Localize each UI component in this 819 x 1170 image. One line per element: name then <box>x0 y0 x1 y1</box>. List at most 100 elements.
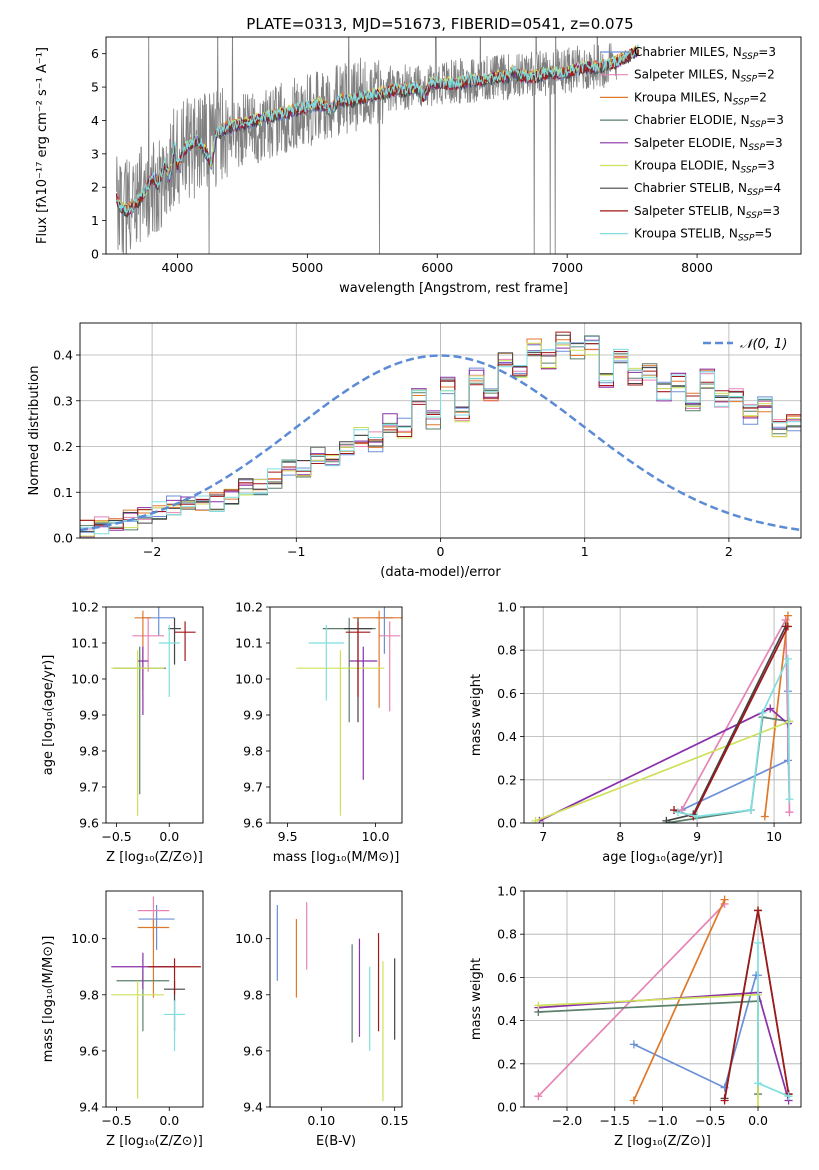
ytick-label: 0.0 <box>497 1100 517 1115</box>
xtick-label: 9 <box>693 829 701 844</box>
weight-marker <box>758 708 767 717</box>
weight-line-c_miles <box>633 974 758 1089</box>
errorbar-s_stelib <box>345 621 371 697</box>
model-k_stelib <box>115 44 640 215</box>
weight-marker <box>629 1040 638 1049</box>
y-axis-label: Normed distribution <box>27 366 42 496</box>
errorbar-k_stelib <box>308 625 344 701</box>
y-axis-label: age [log₁₀(age/yr)] <box>41 655 56 776</box>
ytick-label: 9.7 <box>243 780 263 795</box>
weight-marker <box>785 795 794 804</box>
xtick-label: 0.0 <box>159 829 179 844</box>
grid <box>80 323 801 539</box>
y-axis-label: mass [log₁₀(M/M⊙)] <box>41 936 56 1063</box>
ticks: −2 −1 0 1 2 0.0 0.1 0.2 0.3 0.4 <box>53 348 733 559</box>
ytick-label: 10.0 <box>71 672 99 687</box>
ytick-label: 1.0 <box>497 600 517 615</box>
legend-entry: Salpeter STELIB, NSSP=3 <box>634 204 780 221</box>
axes-frame <box>105 606 204 824</box>
ytick-label: 9.8 <box>243 987 263 1002</box>
xtick-label: −1 <box>287 544 305 559</box>
errorbar-s_stelib <box>174 621 196 661</box>
weight-line-k_miles <box>633 899 726 1101</box>
legend-entry: Salpeter ELODIE, NSSP=3 <box>634 136 783 153</box>
ytick-label: 0.2 <box>497 1056 517 1071</box>
weight-marker <box>783 622 792 631</box>
errorbar-s_elodie <box>111 952 175 990</box>
ytick-label: 0.2 <box>53 439 73 454</box>
ytick-label: 9.9 <box>79 708 99 723</box>
ytick-label: 9.8 <box>79 987 99 1002</box>
x-axis-label: Z [log₁₀(Z/Z⊙)] <box>614 1134 711 1149</box>
xtick-label: 4000 <box>162 260 194 275</box>
x-axis-label: Z [log₁₀(Z/Z⊙)] <box>106 1134 203 1149</box>
weight-marker <box>720 1096 729 1105</box>
weight-marker <box>673 808 682 817</box>
ytick-label: 0.1 <box>53 485 73 500</box>
errorbar-k_miles <box>352 610 402 708</box>
x-axis-label: (data-model)/error <box>380 565 501 580</box>
ytick-label: 1.0 <box>497 884 517 899</box>
ytick-label: 10.2 <box>71 600 99 615</box>
panel-mass_vs_ebv: 0.10 0.15 9.4 9.6 9.8 10.0 E(B-V) <box>235 890 409 1149</box>
xtick-label: −0.5 <box>101 829 131 844</box>
xtick-label: −2 <box>143 544 161 559</box>
errorbar-c_elodie <box>322 617 376 723</box>
axes-frame <box>523 890 802 1108</box>
ytick-label: 0.4 <box>53 348 73 363</box>
panel-age_vs_Z: −0.5 0.0 9.6 9.7 9.8 9.9 10.0 10.1 10.2 Z [log₁₀(… <box>41 600 204 865</box>
xtick-label: 8000 <box>681 260 713 275</box>
ticks: −2.0 −1.5 −1.0 −0.5 0.0 0.0 0.2 0.4 0.6 0.8 1.0 <box>497 884 768 1129</box>
weight-marker <box>754 1103 763 1107</box>
ytick-label: 2 <box>91 180 99 195</box>
ytick-label: 0.4 <box>497 1013 517 1028</box>
weight-line-c_elodie <box>538 1000 759 1094</box>
xtick-label: 10.0 <box>362 829 390 844</box>
legend: Chabrier MILES, NSSP=3 Salpeter MILES, NS… <box>600 45 784 244</box>
panel-spectrum: 4000 5000 6000 7000 8000 0 1 2 3 4 5 6 wavelength [A… <box>35 36 802 296</box>
xtick-label: 7 <box>539 829 547 844</box>
axes-frame <box>523 606 802 824</box>
xtick-label: 10 <box>766 829 782 844</box>
ytick-label: 10.1 <box>235 636 263 651</box>
weight-marker <box>746 806 755 815</box>
errorbar-c_stelib <box>168 617 181 665</box>
ytick-label: 9.4 <box>243 1100 263 1115</box>
weight-marker <box>662 816 671 823</box>
xtick-label: −2.0 <box>552 1113 582 1128</box>
x-axis-label: E(B-V) <box>316 1134 356 1149</box>
x-axis-label: age [log₁₀(age/yr)] <box>602 850 723 865</box>
weight-marker <box>783 654 792 663</box>
hist-k_stelib <box>80 340 801 535</box>
ytick-label: 9.6 <box>243 816 263 831</box>
errorbar-s_elodie <box>137 646 149 715</box>
axes-frame <box>105 890 204 1108</box>
errorbar-s_elodie <box>349 646 378 780</box>
axes-frame <box>269 606 403 824</box>
weight-marker <box>760 812 769 821</box>
ytick-label: 0.3 <box>53 393 73 408</box>
ytick-label: 0.6 <box>497 970 517 985</box>
weight-marker <box>754 938 763 947</box>
xtick-label: 5000 <box>291 260 323 275</box>
errorbar-k_elodie <box>111 650 164 816</box>
weight-marker <box>629 1096 638 1105</box>
plot-area <box>115 37 640 254</box>
weight-line-s_stelib <box>723 910 790 1101</box>
xtick-label: −0.5 <box>695 1113 725 1128</box>
weight-line-k_elodie <box>535 720 790 822</box>
xtick-label: −1.0 <box>647 1113 677 1128</box>
plot-area <box>531 611 794 823</box>
ytick-label: 0.2 <box>497 772 517 787</box>
weight-line-c_elodie <box>666 716 790 823</box>
ticks: 9.5 10.0 9.6 9.7 9.8 9.9 10.0 10.1 10.2 <box>235 600 389 845</box>
grid <box>524 606 801 824</box>
weight-marker <box>766 704 775 713</box>
y-axis-label: mass weight <box>469 958 484 1040</box>
weight-marker <box>783 611 792 620</box>
ytick-label: 0.6 <box>497 686 517 701</box>
legend-entry: Chabrier ELODIE, NSSP=3 <box>634 113 784 130</box>
ytick-label: 0 <box>91 247 99 262</box>
errorbar-s_miles <box>379 621 401 712</box>
x-axis-label: Z [log₁₀(Z/Z⊙)] <box>106 850 203 865</box>
